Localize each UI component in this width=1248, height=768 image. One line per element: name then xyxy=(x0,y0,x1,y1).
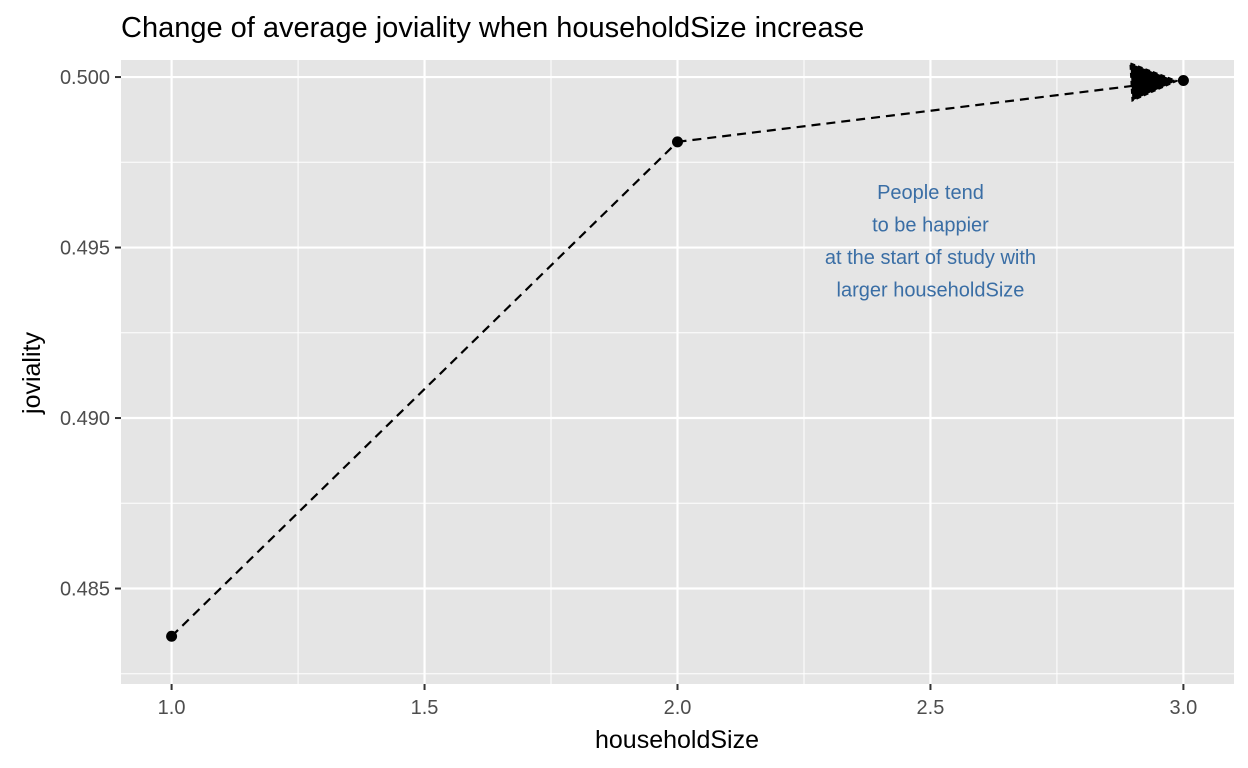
x-axis-title: householdSize xyxy=(595,726,759,754)
y-tick-label: 0.495 xyxy=(60,238,110,260)
series-line-segment xyxy=(677,79,1175,143)
y-tick-label: 0.500 xyxy=(60,67,110,89)
x-axis-ticks: 1.0 1.5 2.0 2.5 3.0 xyxy=(158,684,1198,719)
x-tick-label: 2.5 xyxy=(917,697,945,719)
y-axis-title: joviality xyxy=(18,332,46,415)
y-tick-label: 0.485 xyxy=(60,579,110,601)
x-tick-label: 3.0 xyxy=(1170,697,1198,719)
y-axis-ticks: 0.485 0.490 0.495 0.500 xyxy=(60,67,121,601)
annotation-line: larger householdSize xyxy=(837,279,1025,301)
x-tick-label: 1.0 xyxy=(158,697,186,719)
chart-title: Change of average joviality when househo… xyxy=(121,12,864,44)
series-joviality xyxy=(166,61,1189,642)
annotation: People tend to be happier at the start of … xyxy=(825,182,1036,302)
data-point xyxy=(166,630,178,642)
annotation-line: to be happier xyxy=(872,214,989,236)
series-line-segment xyxy=(170,141,679,638)
annotation-line: at the start of study with xyxy=(825,247,1036,269)
data-point xyxy=(1177,74,1189,86)
x-tick-label: 2.0 xyxy=(664,697,692,719)
grid-lines xyxy=(121,60,1234,684)
data-point xyxy=(672,136,683,148)
x-tick-label: 1.5 xyxy=(411,697,439,719)
series-arrowhead xyxy=(1129,61,1180,102)
annotation-line: People tend xyxy=(877,182,984,204)
y-tick-label: 0.490 xyxy=(60,408,110,430)
